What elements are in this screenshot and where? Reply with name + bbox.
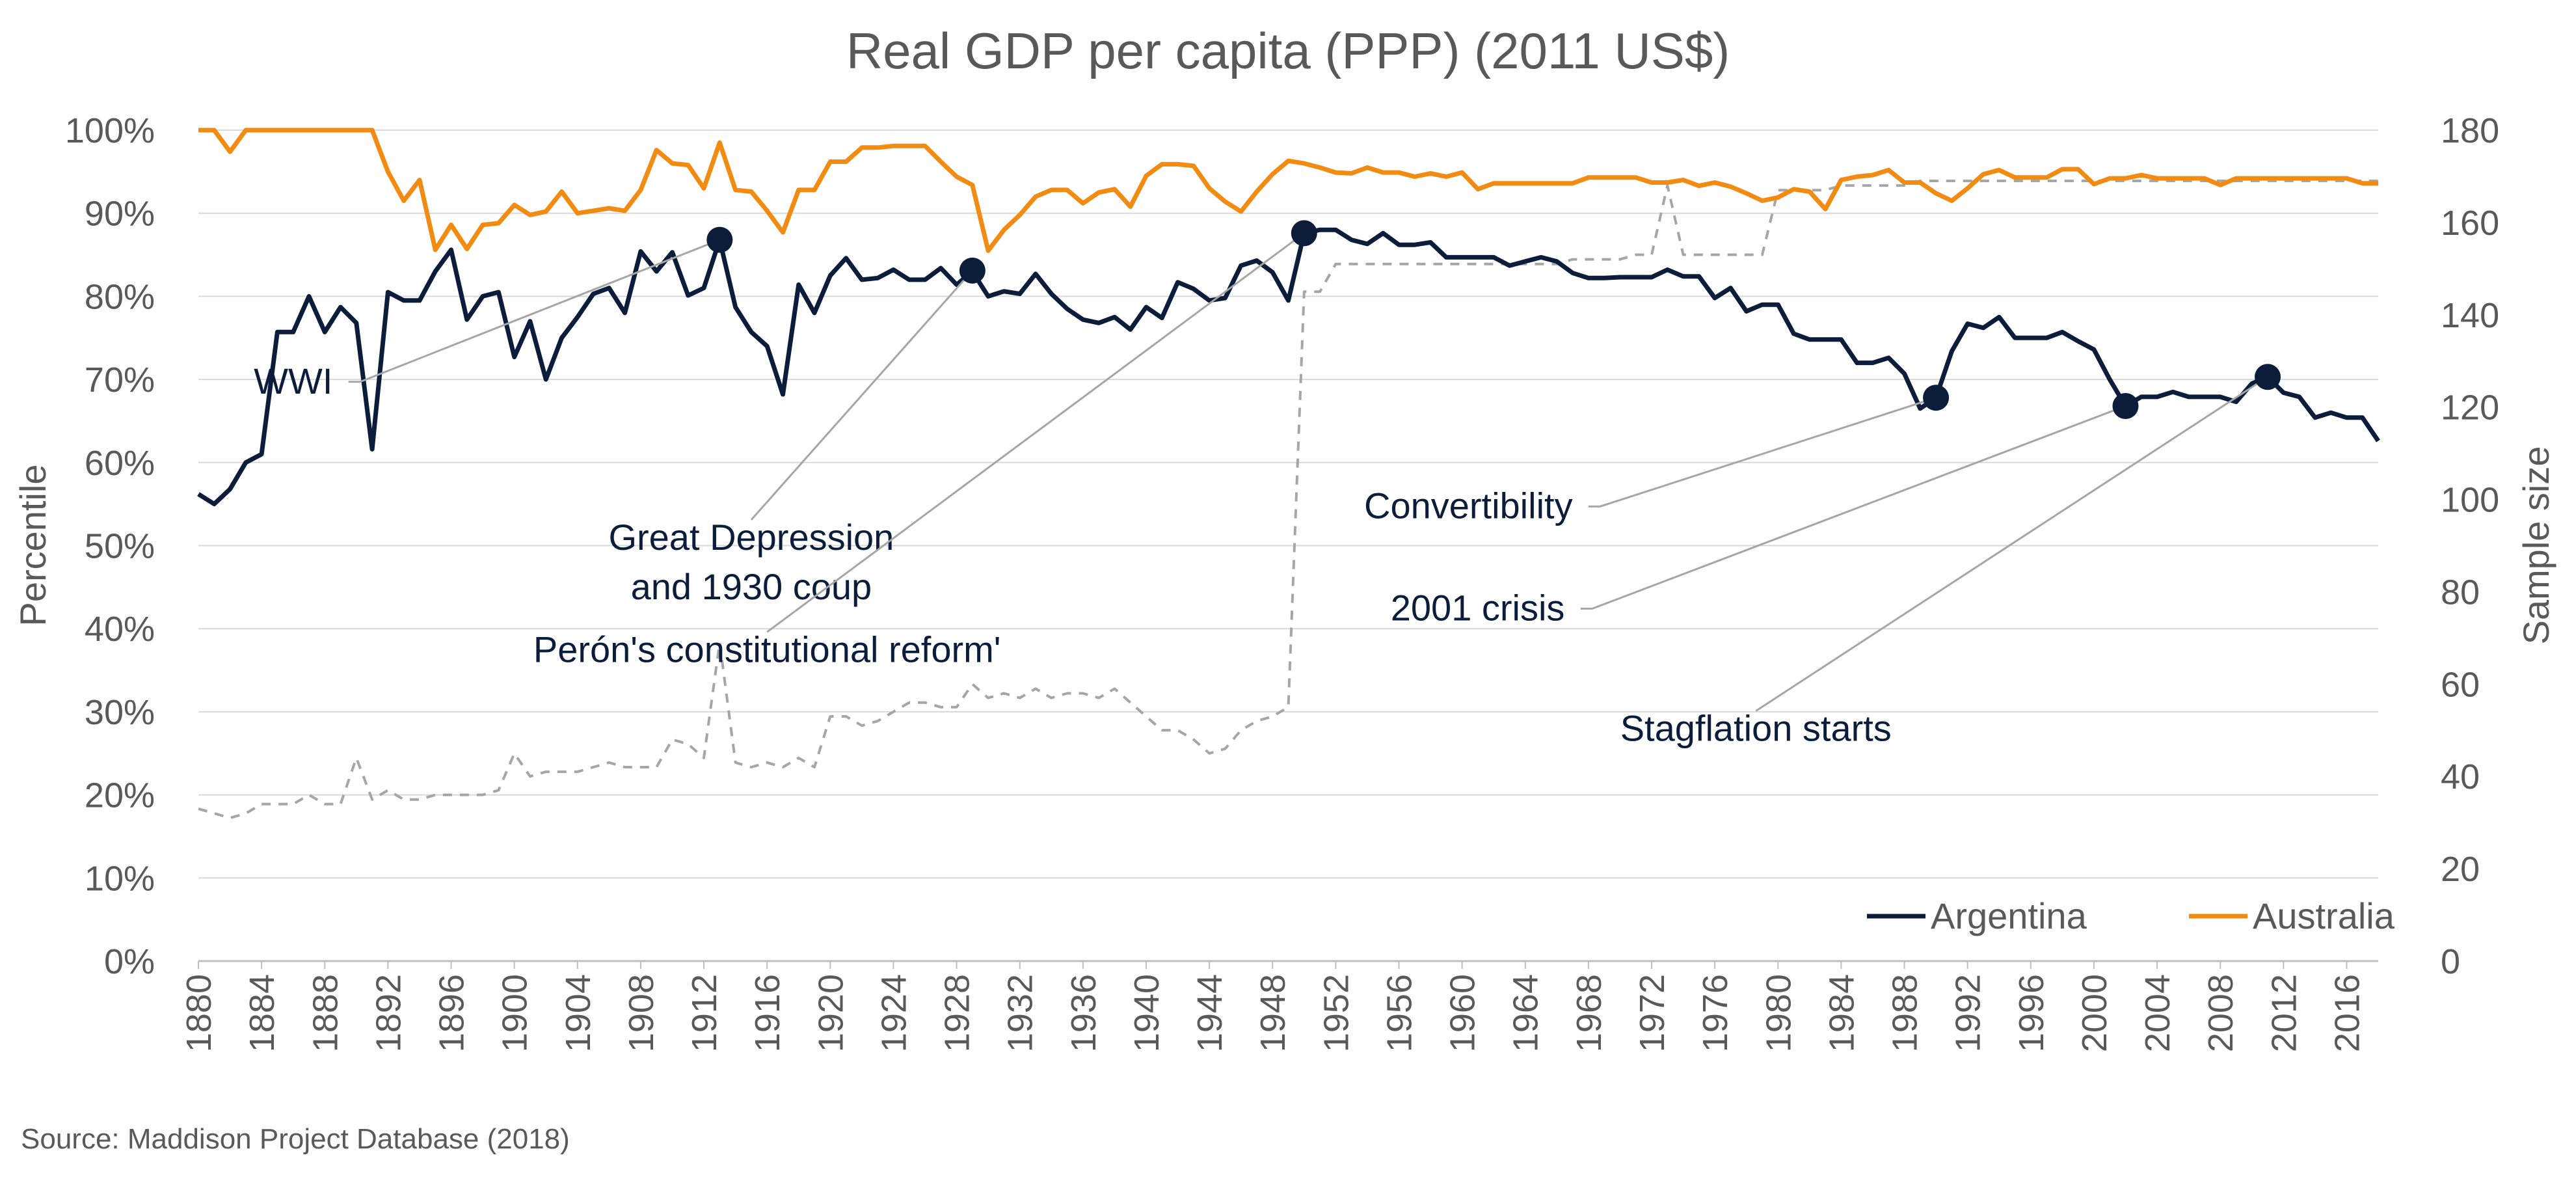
annotation-leader-2001-crisis (1580, 405, 2127, 610)
annotation-marker-great-depression (959, 257, 986, 284)
annotation-leader-convertibility (1588, 396, 1937, 508)
annotation-label-stagflation-starts: Stagflation starts (1620, 708, 1892, 749)
x-tick-label: 1972 (1633, 974, 1672, 1052)
x-tick-label: 1940 (1127, 974, 1166, 1052)
source-note: Source: Maddison Project Database (2018) (21, 1123, 570, 1155)
x-tick-label: 1996 (2012, 974, 2051, 1052)
annotation-marker-per-n-s-constitutional-reform (1291, 220, 1317, 247)
y-tick-label: 10% (85, 859, 155, 898)
x-tick-label: 1976 (1696, 974, 1735, 1052)
y2-tick-label: 180 (2441, 111, 2499, 150)
y2-tick-label: 20 (2441, 850, 2480, 889)
x-tick-label: 1900 (496, 974, 535, 1052)
y-axis-right: 0 20 40 60 80 100 120 140 160 180 (2441, 111, 2499, 981)
annotation-marker-convertibility (1923, 385, 1950, 411)
y-tick-label: 40% (85, 610, 155, 649)
x-tick-label: 1980 (1759, 974, 1798, 1052)
legend-label-australia: Australia (2253, 895, 2395, 936)
y-axis-title: Percentile (12, 464, 53, 626)
x-tick-label: 1892 (369, 974, 408, 1052)
chart-title: Real GDP per capita (PPP) (2011 US$) (846, 22, 1730, 79)
y-axis-left: 0% 10% 20% 30% 40% 50% 60% 70% 80% 90% 100% (65, 111, 155, 981)
annotation-marker-2001-crisis (2112, 392, 2139, 419)
x-tick-label: 2016 (2328, 974, 2367, 1052)
y2-tick-label: 80 (2441, 573, 2480, 612)
y-tick-label: 20% (85, 776, 155, 815)
y2-tick-label: 160 (2441, 204, 2499, 243)
series-layer (197, 128, 2380, 820)
annotation-marker-stagflation-starts (2255, 364, 2281, 390)
series-line-argentina (197, 227, 2380, 507)
x-tick-label: 2004 (2138, 974, 2177, 1052)
x-tick-label: 1992 (1949, 974, 1988, 1052)
annotation-leader-stagflation-starts (1755, 376, 2268, 712)
annotation-leader-per-n-s-constitutional-reform (766, 232, 1305, 633)
y2-axis-title: Sample size (2516, 446, 2556, 644)
y-tick-label: 30% (85, 693, 155, 732)
x-tick-label: 1960 (1443, 974, 1483, 1052)
gridlines (198, 129, 2378, 962)
y2-tick-label: 0 (2441, 942, 2460, 981)
y-tick-label: 50% (85, 527, 155, 566)
x-tick-label: 1904 (559, 974, 598, 1052)
x-tick-label: 1936 (1064, 974, 1103, 1052)
x-tick-label: 1932 (1001, 974, 1040, 1052)
y-tick-label: 70% (85, 360, 155, 400)
x-tick-label: 2000 (2075, 974, 2114, 1052)
y2-tick-label: 40 (2441, 757, 2480, 796)
y-tick-label: 0% (104, 942, 155, 981)
x-tick-label: 1908 (622, 974, 661, 1052)
x-tick-label: 2012 (2264, 974, 2303, 1052)
legend: Argentina Australia (1867, 895, 2395, 936)
x-tick-label: 1964 (1507, 974, 1546, 1052)
annotation-marker-wwi (706, 226, 733, 253)
y2-tick-label: 100 (2441, 481, 2499, 520)
annotations-layer: WWI Great Depression and 1930 coup Perón's … (254, 220, 2281, 749)
x-tick-label: 1924 (874, 974, 913, 1052)
x-tick-label: 1916 (748, 974, 787, 1052)
annotation-label-2001-crisis: 2001 crisis (1391, 587, 1565, 628)
x-tick-label: 1952 (1317, 974, 1356, 1052)
annotation-label-convertibility: Convertibility (1364, 485, 1573, 526)
y2-tick-label: 60 (2441, 665, 2480, 704)
annotation-label-great-depression: Great Depression (608, 517, 894, 558)
legend-label-argentina: Argentina (1931, 895, 2087, 936)
x-tick-label: 1944 (1190, 974, 1229, 1052)
x-tick-label: 1948 (1254, 974, 1293, 1052)
x-tick-label: 1888 (306, 974, 345, 1052)
x-tick-label: 1968 (1570, 974, 1609, 1052)
x-tick-label: 1956 (1380, 974, 1419, 1052)
y-tick-label: 100% (65, 111, 155, 150)
x-axis: 1880 1884 1888 1892 1896 1900 1904 1908 1912 1916… (180, 961, 2367, 1052)
series-line-sample-size (198, 180, 2378, 820)
series-line-australia (198, 128, 2378, 253)
x-tick-label: 1880 (180, 974, 219, 1052)
x-tick-label: 1984 (1822, 974, 1861, 1052)
y-tick-label: 80% (85, 277, 155, 316)
x-tick-label: 2008 (2201, 974, 2240, 1052)
annotation-label-per-n-s-constitutional-reform: Perón's constitutional reform' (533, 629, 1001, 670)
x-tick-label: 1912 (685, 974, 724, 1052)
annotation-leader-wwi (348, 239, 720, 383)
x-tick-label: 1928 (938, 974, 977, 1052)
y-tick-label: 90% (85, 195, 155, 234)
x-tick-label: 1988 (1886, 974, 1925, 1052)
y2-tick-label: 140 (2441, 296, 2499, 335)
annotation-label-great-depression: and 1930 coup (631, 566, 872, 607)
x-tick-label: 1884 (243, 974, 282, 1052)
x-tick-label: 1896 (433, 974, 472, 1052)
y-tick-label: 60% (85, 444, 155, 483)
x-tick-label: 1920 (811, 974, 850, 1052)
annotation-label-wwi: WWI (254, 360, 332, 401)
annotation-leader-great-depression (750, 269, 973, 521)
y2-tick-label: 120 (2441, 388, 2499, 428)
